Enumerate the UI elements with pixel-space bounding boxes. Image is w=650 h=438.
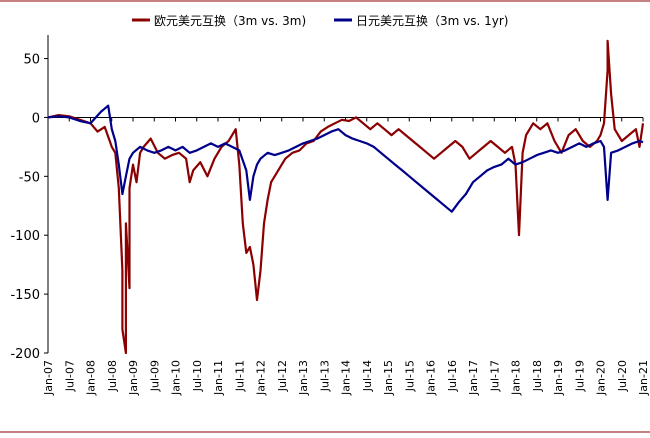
x-tick-label: Jul-18 (531, 360, 544, 392)
x-tick-label: Jul-10 (191, 360, 204, 392)
x-tick-label: Jul-20 (616, 360, 629, 392)
y-tick-label: 0 (32, 111, 40, 126)
x-tick-label: Jul-11 (233, 360, 246, 392)
x-tick-label: Jan-13 (297, 360, 310, 396)
y-tick-label: -100 (10, 229, 40, 244)
x-tick-label: Jul-19 (573, 360, 586, 392)
x-tick-label: Jan-18 (510, 360, 523, 396)
x-tick-label: Jul-15 (403, 360, 416, 392)
x-tick-label: Jul-13 (318, 360, 331, 392)
x-tick-label: Jul-08 (106, 360, 119, 392)
y-tick-label: -150 (10, 288, 40, 303)
x-tick-label: Jan-07 (42, 360, 55, 396)
x-tick-label: Jan-10 (170, 360, 183, 396)
series-layer (47, 39, 645, 355)
x-tick-label: Jan-15 (382, 360, 395, 396)
y-tick-label: -50 (19, 170, 40, 185)
x-tick-label: Jan-08 (85, 360, 98, 396)
x-tick-label: Jul-17 (488, 360, 501, 392)
x-tick-label: Jan-20 (595, 360, 608, 396)
legend-label-1: 日元美元互换（3m vs. 1yr) (356, 14, 508, 28)
x-tick-label: Jul-12 (276, 360, 289, 392)
x-tick-label: Jan-12 (255, 360, 268, 396)
x-tick-label: Jan-19 (552, 360, 565, 396)
series-line-1 (47, 104, 644, 213)
x-tick-label: Jul-07 (63, 360, 76, 392)
series-line-0 (47, 39, 645, 355)
x-tick-label: Jul-09 (148, 360, 161, 392)
x-tick-label: Jan-09 (127, 360, 140, 396)
x-tick-label: Jul-16 (446, 360, 459, 392)
legend: 欧元美元互换（3m vs. 3m) 日元美元互换（3m vs. 1yr) (132, 14, 508, 28)
x-tick-label: Jan-14 (340, 360, 353, 396)
y-tick-label: -200 (10, 347, 40, 362)
x-tick-label: Jul-14 (361, 360, 374, 392)
y-tick-label: 50 (23, 53, 40, 68)
x-tick-label: Jan-17 (467, 360, 480, 396)
x-tick-label: Jan-16 (425, 360, 438, 396)
x-tick-label: Jan-11 (212, 360, 225, 396)
legend-label-0: 欧元美元互换（3m vs. 3m) (154, 14, 306, 28)
x-tick-label: Jan-21 (637, 360, 650, 396)
